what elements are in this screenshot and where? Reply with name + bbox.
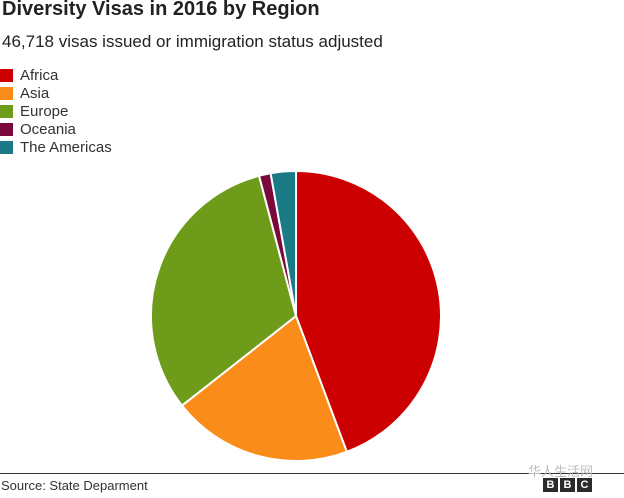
bbc-logo-letter: B [543, 478, 558, 492]
legend-item-africa: Africa [0, 66, 112, 84]
legend-label-the-americas: The Americas [20, 138, 112, 156]
legend-swatch-europe [0, 104, 13, 118]
bbc-logo-letter: B [560, 478, 575, 492]
legend-label-asia: Asia [20, 84, 50, 102]
watermark-text: 华人生活网 [528, 464, 594, 479]
legend-item-oceania: Oceania [0, 120, 112, 138]
legend-label-oceania: Oceania [20, 120, 76, 138]
legend-swatch-the-americas [0, 140, 13, 154]
chart-subtitle: 46,718 visas issued or immigration statu… [2, 32, 383, 51]
pie-slice-asia [180, 314, 349, 462]
bbc-logo-letter: C [577, 478, 592, 492]
legend: Africa Asia Europe Oceania The Americas [0, 66, 112, 156]
pie-slice-europe [150, 174, 298, 407]
legend-swatch-asia [0, 86, 13, 100]
chart-title: Diversity Visas in 2016 by Region [2, 0, 320, 20]
legend-swatch-oceania [0, 122, 13, 136]
pie-slice-africa [295, 169, 442, 454]
pie-slice-the-americas [269, 169, 297, 317]
bbc-logo: B B C [543, 478, 592, 492]
legend-label-europe: Europe [20, 102, 69, 120]
legend-item-the-americas: The Americas [0, 138, 112, 156]
legend-swatch-africa [0, 68, 13, 82]
legend-item-asia: Asia [0, 84, 112, 102]
legend-label-africa: Africa [20, 66, 59, 84]
footer-divider [0, 473, 624, 474]
legend-item-europe: Europe [0, 102, 112, 120]
source-note: Source: State Deparment [1, 478, 148, 493]
